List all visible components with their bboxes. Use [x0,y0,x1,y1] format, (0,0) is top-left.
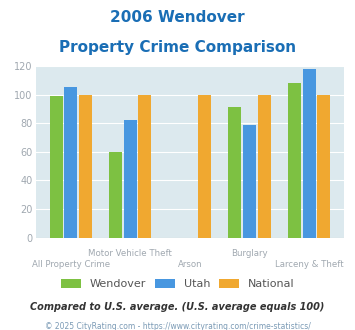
Text: Compared to U.S. average. (U.S. average equals 100): Compared to U.S. average. (U.S. average … [30,302,325,312]
Text: Burglary: Burglary [231,249,268,258]
Text: © 2025 CityRating.com - https://www.cityrating.com/crime-statistics/: © 2025 CityRating.com - https://www.city… [45,322,310,330]
Bar [302,69,316,238]
Bar [258,95,271,238]
Bar [288,83,301,238]
Text: Larceny & Theft: Larceny & Theft [275,260,343,270]
Text: Property Crime Comparison: Property Crime Comparison [59,40,296,54]
Bar [79,95,92,238]
Text: Motor Vehicle Theft: Motor Vehicle Theft [88,249,172,258]
Bar [243,125,256,238]
Legend: Wendover, Utah, National: Wendover, Utah, National [56,275,299,294]
Bar [124,120,137,238]
Text: Arson: Arson [178,260,202,270]
Bar [317,95,330,238]
Bar [109,152,122,238]
Bar [50,96,62,238]
Text: 2006 Wendover: 2006 Wendover [110,10,245,25]
Bar [138,95,152,238]
Bar [198,95,211,238]
Bar [64,87,77,238]
Text: All Property Crime: All Property Crime [32,260,110,270]
Bar [228,108,241,238]
